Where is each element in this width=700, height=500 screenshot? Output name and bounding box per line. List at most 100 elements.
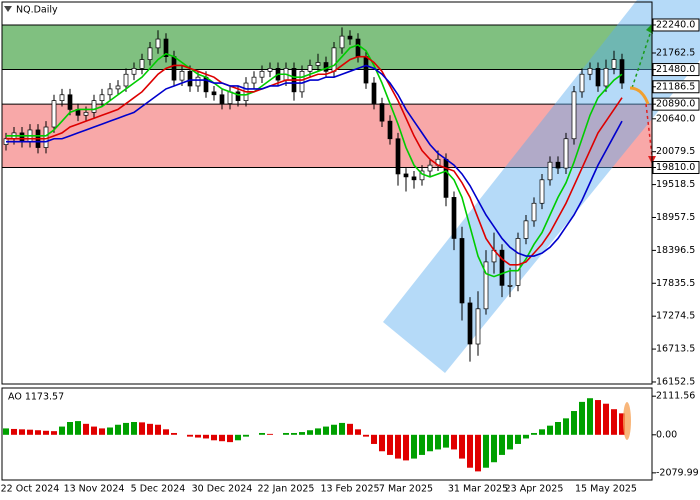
- y-tick-label: 21186.5: [656, 81, 695, 92]
- ao-bar: [427, 434, 433, 452]
- ao-bar: [579, 401, 585, 435]
- candle-body: [459, 238, 465, 304]
- candle-body: [99, 94, 105, 101]
- x-tick-label: 15 May 2025: [575, 484, 637, 495]
- candle-body: [123, 73, 129, 87]
- ao-bar: [371, 434, 377, 444]
- ao-bar: [387, 434, 393, 455]
- ao-bar: [459, 434, 465, 459]
- ao-bar: [67, 422, 73, 435]
- candle-body: [507, 285, 513, 287]
- candle-body: [379, 103, 385, 122]
- candle-body: [83, 112, 89, 116]
- ao-bar: [603, 403, 609, 435]
- ao-bar: [323, 426, 329, 435]
- arrow-head: [646, 24, 653, 34]
- y-tick-label: 19518.5: [656, 179, 695, 190]
- candle-body: [59, 94, 65, 101]
- ao-bar: [211, 434, 217, 441]
- ao-bar: [539, 429, 545, 435]
- candle-body: [171, 56, 177, 81]
- y-tick-label: 22240.0: [656, 19, 695, 30]
- candle-body: [67, 94, 73, 110]
- candle-body: [523, 220, 529, 239]
- ao-bar: [499, 434, 505, 455]
- ao-bar: [443, 434, 449, 448]
- candle-body: [115, 85, 121, 90]
- ao-bar: [563, 418, 569, 435]
- candle-body: [299, 70, 305, 93]
- y-tick-label: 0.00: [656, 429, 677, 440]
- candle-body: [315, 62, 321, 66]
- candle-body: [155, 38, 161, 49]
- ao-bar: [99, 428, 105, 435]
- candle-body: [331, 47, 337, 72]
- candle-body: [347, 35, 353, 40]
- candle-body: [387, 120, 393, 140]
- candle-body: [451, 197, 457, 239]
- candle-body: [619, 59, 625, 84]
- ao-bar: [571, 411, 577, 435]
- candle-body: [403, 173, 409, 178]
- highlight: [623, 402, 631, 440]
- ao-bar: [331, 424, 337, 435]
- ao-bar: [587, 398, 593, 435]
- ao-bar: [395, 434, 401, 459]
- ao-bar: [123, 422, 129, 435]
- x-tick-label: 23 Apr 2025: [505, 484, 564, 495]
- ao-bar: [83, 423, 89, 435]
- ao-bar: [195, 434, 201, 438]
- ao-bar: [243, 434, 249, 437]
- x-tick-label: 30 Dec 2024: [192, 484, 253, 495]
- candle-body: [467, 302, 473, 345]
- candle-body: [235, 91, 241, 101]
- y-tick-label: -2079.99: [656, 467, 699, 478]
- forecast-path: [629, 86, 650, 105]
- ao-bar: [355, 429, 361, 435]
- candle-body: [307, 65, 313, 72]
- ao-bar: [27, 429, 33, 435]
- ao-bar: [475, 434, 481, 472]
- ao-bar: [419, 434, 425, 455]
- candle-body: [395, 138, 401, 175]
- candle-body: [515, 238, 521, 286]
- candle-body: [139, 59, 145, 69]
- y-tick-label: 17835.5: [656, 278, 695, 289]
- ao-bar: [155, 424, 161, 435]
- ao-bar: [451, 434, 457, 450]
- candle-body: [499, 249, 505, 286]
- x-tick-label: 5 Dec 2024: [131, 484, 186, 495]
- y-tick-label: 2111.56: [656, 391, 695, 402]
- ao-bar: [299, 432, 305, 435]
- ao-bar: [11, 428, 17, 435]
- ao-bar: [43, 430, 49, 435]
- ao-bar: [163, 429, 169, 435]
- price-frame: [1, 1, 653, 385]
- y-tick-label: 20890.0: [656, 99, 695, 110]
- ao-bar: [283, 432, 289, 435]
- zones: [2, 24, 652, 168]
- ao-bar: [51, 431, 57, 435]
- forecast-down: [645, 103, 653, 157]
- y-tick-label: 16152.5: [656, 376, 695, 387]
- candle-body: [179, 70, 185, 81]
- ao-bar: [259, 432, 265, 435]
- ao-bar: [595, 400, 601, 435]
- candle-body: [579, 73, 585, 93]
- candle-body: [163, 38, 169, 58]
- candle-body: [107, 88, 113, 96]
- candle-body: [211, 91, 217, 96]
- ao-bar: [59, 426, 65, 435]
- ma-line: [6, 55, 623, 266]
- candle-body: [259, 70, 265, 78]
- candle-body: [195, 76, 201, 87]
- candle-body: [355, 38, 361, 58]
- chart-title: NQ.Daily: [16, 5, 58, 16]
- candle-body: [91, 100, 97, 113]
- ao-bar: [547, 425, 553, 435]
- y-tick-label: 17274.5: [656, 311, 695, 322]
- ma-line: [6, 64, 623, 257]
- ao-bar: [171, 432, 177, 435]
- candle-body: [571, 91, 577, 140]
- ao-bar: [555, 422, 561, 435]
